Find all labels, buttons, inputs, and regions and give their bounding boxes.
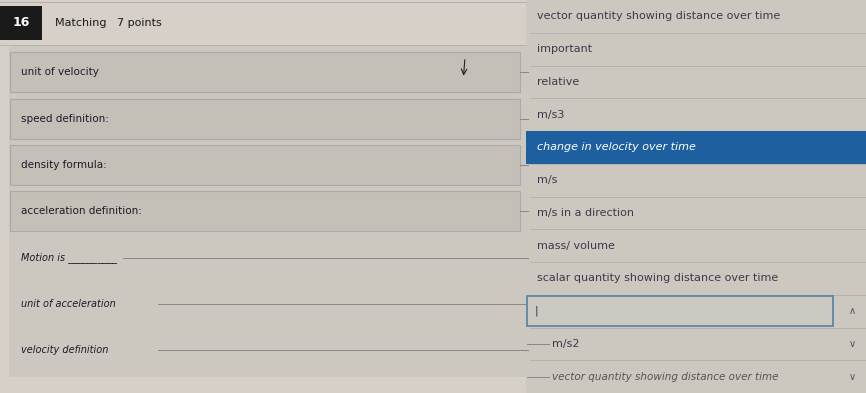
Text: 16: 16 <box>12 16 29 29</box>
FancyBboxPatch shape <box>9 45 526 377</box>
Text: m/s2: m/s2 <box>552 339 579 349</box>
Text: change in velocity over time: change in velocity over time <box>537 142 695 152</box>
Text: m/s in a direction: m/s in a direction <box>537 208 634 218</box>
FancyBboxPatch shape <box>526 0 866 393</box>
FancyBboxPatch shape <box>10 145 520 185</box>
FancyBboxPatch shape <box>0 0 526 45</box>
Text: velocity definition: velocity definition <box>21 345 108 355</box>
Text: mass/ volume: mass/ volume <box>537 241 615 251</box>
FancyBboxPatch shape <box>0 6 42 40</box>
Text: density formula:: density formula: <box>21 160 107 170</box>
Text: unit of velocity: unit of velocity <box>21 67 99 77</box>
FancyBboxPatch shape <box>526 131 866 164</box>
Text: |: | <box>534 306 538 316</box>
Text: scalar quantity showing distance over time: scalar quantity showing distance over ti… <box>537 274 779 283</box>
Text: m/s3: m/s3 <box>537 110 565 119</box>
Text: Matching   7 points: Matching 7 points <box>55 18 161 28</box>
Text: relative: relative <box>537 77 579 87</box>
Text: ∧: ∧ <box>849 306 856 316</box>
Text: m/s: m/s <box>537 175 558 185</box>
Text: vector quantity showing distance over time: vector quantity showing distance over ti… <box>537 11 780 21</box>
Text: acceleration definition:: acceleration definition: <box>21 206 142 216</box>
FancyBboxPatch shape <box>527 296 833 326</box>
Text: ∨: ∨ <box>849 339 856 349</box>
FancyBboxPatch shape <box>10 191 520 231</box>
Text: Motion is __________: Motion is __________ <box>21 252 117 263</box>
FancyBboxPatch shape <box>10 99 520 139</box>
Text: ∨: ∨ <box>849 372 856 382</box>
Text: important: important <box>537 44 592 54</box>
FancyBboxPatch shape <box>10 52 520 92</box>
Text: speed definition:: speed definition: <box>21 114 108 124</box>
Text: vector quantity showing distance over time: vector quantity showing distance over ti… <box>552 372 779 382</box>
Text: unit of acceleration: unit of acceleration <box>21 299 115 309</box>
